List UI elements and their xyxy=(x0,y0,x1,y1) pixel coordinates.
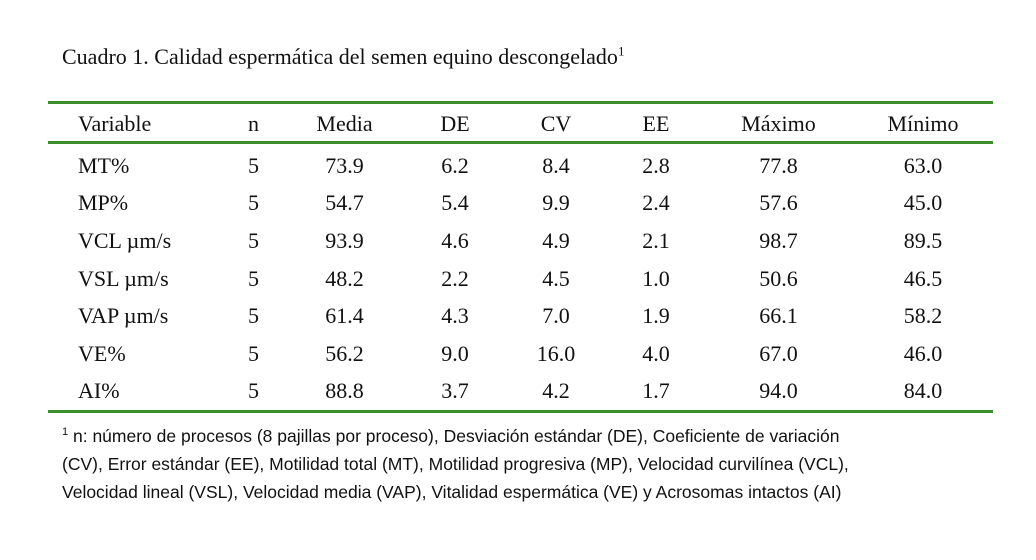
table-cell: 77.8 xyxy=(759,152,798,178)
table-cell: 2.8 xyxy=(642,152,670,178)
table-header-row: Variable n Media DE CV EE Máximo Mínimo xyxy=(48,104,993,144)
table-cell: 4.6 xyxy=(441,227,469,253)
table-cell: 4.9 xyxy=(542,227,570,253)
table-cell: 46.5 xyxy=(903,265,943,291)
table-row: MT% 5 73.9 6.2 8.4 2.8 77.8 63.0 xyxy=(48,144,993,185)
table-cell: 48.2 xyxy=(325,265,364,291)
table-cell: 4.0 xyxy=(642,340,670,366)
table-cell: 2.1 xyxy=(642,227,670,253)
table-bottom-rule xyxy=(48,410,993,413)
table-cell: 89.5 xyxy=(903,227,943,253)
table-cell: 6.2 xyxy=(441,152,469,178)
table-cell: 1.9 xyxy=(642,303,670,329)
table-cell: 1.7 xyxy=(642,378,670,404)
table-cell: 61.4 xyxy=(325,303,364,329)
table-cell: 4.3 xyxy=(441,303,469,329)
table-cell: 5 xyxy=(248,303,259,329)
table-cell: 5 xyxy=(248,152,259,178)
table-cell: 1.0 xyxy=(642,265,670,291)
table-cell: 3.7 xyxy=(441,378,469,404)
table-cell: 66.1 xyxy=(759,303,798,329)
table-cell: 5 xyxy=(248,190,259,216)
table-cell: 2.4 xyxy=(642,190,670,216)
table-cell: 73.9 xyxy=(325,152,364,178)
table-cell: 5 xyxy=(248,265,259,291)
table-cell: 67.0 xyxy=(759,340,798,366)
table-row: VE% 5 56.2 9.0 16.0 4.0 67.0 46.0 xyxy=(48,335,993,373)
column-header: Variable xyxy=(78,111,152,136)
table-row: VCL µm/s 5 93.9 4.6 4.9 2.1 98.7 89.5 xyxy=(48,222,993,260)
table-cell: 5 xyxy=(248,227,259,253)
table-header-rule xyxy=(48,141,993,144)
table-cell: 45.0 xyxy=(903,190,943,216)
table-cell: MT% xyxy=(78,152,130,178)
table-cell: 84.0 xyxy=(903,378,943,404)
table-cell: 16.0 xyxy=(536,340,576,366)
column-header: Mínimo xyxy=(887,111,959,136)
table-cell: 54.7 xyxy=(325,190,364,216)
table-cell: 9.0 xyxy=(441,340,469,366)
table-footnote: 1 n: número de procesos (8 pajillas por … xyxy=(62,422,1012,506)
table-cell: 46.0 xyxy=(903,340,943,366)
column-header: DE xyxy=(440,111,470,136)
table-cell: 5 xyxy=(248,340,259,366)
footnote-marker: 1 xyxy=(62,426,69,439)
table-row: VAP µm/s 5 61.4 4.3 7.0 1.9 66.1 58.2 xyxy=(48,297,993,335)
table-cell: 93.9 xyxy=(325,227,364,253)
table-cell: 2.2 xyxy=(441,265,469,291)
column-header: CV xyxy=(540,111,572,136)
table-cell: 98.7 xyxy=(759,227,798,253)
caption-text: Cuadro 1. Calidad espermática del semen … xyxy=(62,44,618,69)
column-header: Máximo xyxy=(741,111,816,136)
column-header: n xyxy=(248,111,259,136)
table-cell: 7.0 xyxy=(542,303,570,329)
footnote-line: (CV), Error estándar (EE), Motilidad tot… xyxy=(62,454,849,474)
table-cell: 5.4 xyxy=(441,190,469,216)
table-cell: 58.2 xyxy=(903,303,943,329)
table-cell: 50.6 xyxy=(759,265,798,291)
table-top-rule xyxy=(48,101,993,104)
table-cell: 56.2 xyxy=(325,340,364,366)
table-cell: MP% xyxy=(78,190,129,216)
table-cell: 4.2 xyxy=(542,378,570,404)
caption-footnote-marker: 1 xyxy=(617,43,625,59)
table-cell: 5 xyxy=(248,378,259,404)
footnote-line: Velocidad lineal (VSL), Velocidad media … xyxy=(62,482,842,502)
table-cell: VCL µm/s xyxy=(78,227,172,253)
table-cell: 8.4 xyxy=(542,152,570,178)
table-cell: 94.0 xyxy=(759,378,798,404)
data-table: Variable n Media DE CV EE Máximo Mínimo … xyxy=(48,104,993,410)
table-row: MP% 5 54.7 5.4 9.9 2.4 57.6 45.0 xyxy=(48,185,993,223)
table-caption: Cuadro 1. Calidad espermática del semen … xyxy=(62,44,624,70)
table-cell: 4.5 xyxy=(542,265,570,291)
table-cell: AI% xyxy=(78,378,120,404)
footnote-text: n: número de procesos (8 pajillas por pr… xyxy=(68,426,840,446)
table-cell: 88.8 xyxy=(325,378,364,404)
table-cell: VAP µm/s xyxy=(78,303,169,329)
table-cell: VE% xyxy=(78,340,126,366)
column-header: Media xyxy=(316,111,373,136)
table-row: VSL µm/s 5 48.2 2.2 4.5 1.0 50.6 46.5 xyxy=(48,260,993,298)
table-row: AI% 5 88.8 3.7 4.2 1.7 94.0 84.0 xyxy=(48,373,993,411)
column-header: EE xyxy=(642,111,670,136)
footnote-line: 1 n: número de procesos (8 pajillas por … xyxy=(62,422,1012,450)
table-cell: 57.6 xyxy=(759,190,798,216)
table-cell: VSL µm/s xyxy=(78,265,169,291)
table-cell: 9.9 xyxy=(542,190,570,216)
table-cell: 63.0 xyxy=(903,152,943,178)
